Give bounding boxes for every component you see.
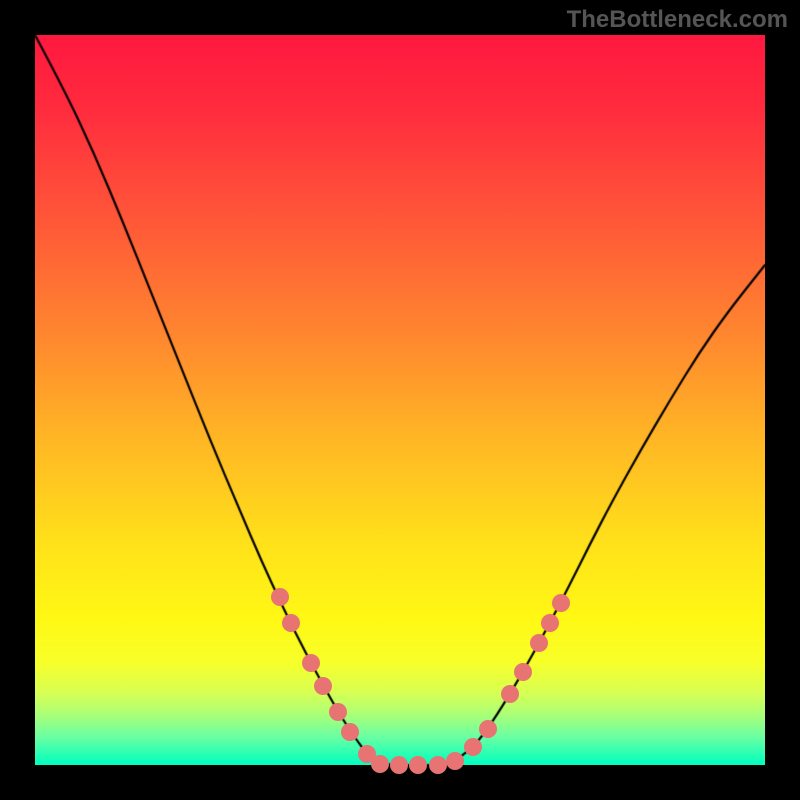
curve-marker xyxy=(302,654,320,672)
curve-marker xyxy=(530,634,548,652)
watermark-text: TheBottleneck.com xyxy=(567,6,788,34)
curve-marker xyxy=(479,720,497,738)
curve-marker xyxy=(429,756,447,774)
chart-stage: TheBottleneck.com xyxy=(0,0,800,800)
bottleneck-curve-canvas xyxy=(0,0,800,800)
curve-marker xyxy=(390,756,408,774)
curve-marker xyxy=(514,663,532,681)
curve-marker xyxy=(314,677,332,695)
curve-marker xyxy=(282,614,300,632)
curve-marker xyxy=(552,594,570,612)
curve-marker xyxy=(271,588,289,606)
curve-marker xyxy=(371,755,389,773)
curve-marker xyxy=(541,614,559,632)
curve-marker xyxy=(409,756,427,774)
curve-marker xyxy=(501,685,519,703)
curve-marker xyxy=(446,752,464,770)
curve-marker xyxy=(329,703,347,721)
curve-marker xyxy=(341,723,359,741)
curve-marker xyxy=(464,738,482,756)
